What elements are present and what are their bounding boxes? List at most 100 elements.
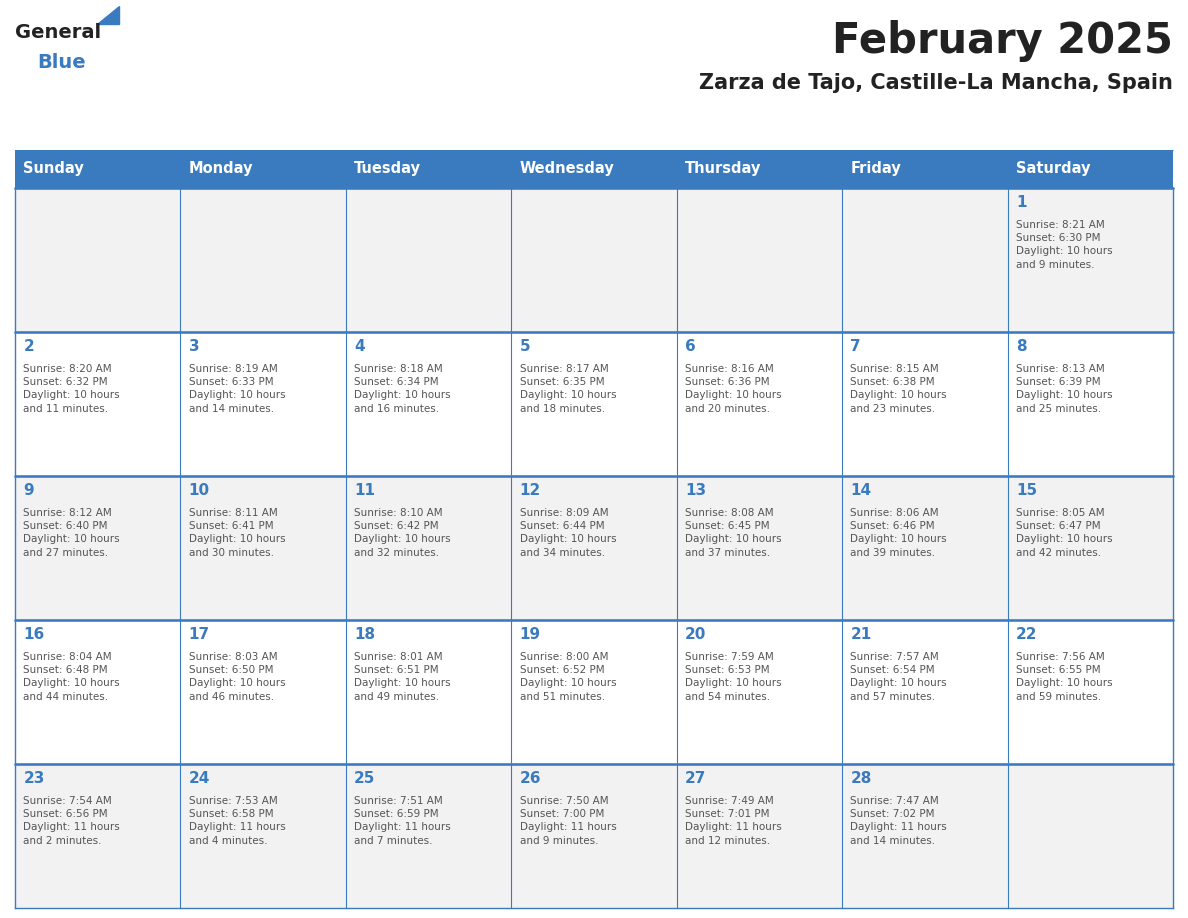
Text: Tuesday: Tuesday [354,162,421,176]
Text: Saturday: Saturday [1016,162,1091,176]
Bar [842,620,1007,764]
FancyBboxPatch shape [842,150,1007,188]
Text: 27: 27 [685,771,707,786]
FancyBboxPatch shape [511,150,677,188]
Text: 10: 10 [189,483,210,498]
Text: Zarza de Tajo, Castille-La Mancha, Spain: Zarza de Tajo, Castille-La Mancha, Spain [699,73,1173,93]
Text: 8: 8 [1016,339,1026,354]
Text: Sunrise: 7:47 AM
Sunset: 7:02 PM
Daylight: 11 hours
and 14 minutes.: Sunrise: 7:47 AM Sunset: 7:02 PM Dayligh… [851,796,947,845]
Bar [677,764,842,908]
Text: Sunrise: 7:53 AM
Sunset: 6:58 PM
Daylight: 11 hours
and 4 minutes.: Sunrise: 7:53 AM Sunset: 6:58 PM Dayligh… [189,796,285,845]
Bar [346,188,511,332]
Text: Sunrise: 7:57 AM
Sunset: 6:54 PM
Daylight: 10 hours
and 57 minutes.: Sunrise: 7:57 AM Sunset: 6:54 PM Dayligh… [851,652,947,701]
Bar [511,620,677,764]
Bar [15,620,181,764]
FancyBboxPatch shape [677,150,842,188]
Bar [842,764,1007,908]
Text: Sunrise: 8:12 AM
Sunset: 6:40 PM
Daylight: 10 hours
and 27 minutes.: Sunrise: 8:12 AM Sunset: 6:40 PM Dayligh… [24,508,120,557]
Bar [181,764,346,908]
Text: 11: 11 [354,483,375,498]
Text: Sunrise: 8:08 AM
Sunset: 6:45 PM
Daylight: 10 hours
and 37 minutes.: Sunrise: 8:08 AM Sunset: 6:45 PM Dayligh… [685,508,782,557]
Text: General: General [15,23,101,42]
Text: Sunrise: 7:54 AM
Sunset: 6:56 PM
Daylight: 11 hours
and 2 minutes.: Sunrise: 7:54 AM Sunset: 6:56 PM Dayligh… [24,796,120,845]
Text: Thursday: Thursday [685,162,762,176]
Bar [346,764,511,908]
Text: 3: 3 [189,339,200,354]
Bar [1007,476,1173,620]
Bar [1007,188,1173,332]
Bar [677,188,842,332]
Bar [15,764,181,908]
Text: Sunrise: 8:15 AM
Sunset: 6:38 PM
Daylight: 10 hours
and 23 minutes.: Sunrise: 8:15 AM Sunset: 6:38 PM Dayligh… [851,364,947,414]
Bar [842,476,1007,620]
Text: Friday: Friday [851,162,902,176]
FancyBboxPatch shape [15,150,181,188]
Bar [677,332,842,476]
Text: 1: 1 [1016,195,1026,210]
Text: 7: 7 [851,339,861,354]
Text: Sunrise: 8:01 AM
Sunset: 6:51 PM
Daylight: 10 hours
and 49 minutes.: Sunrise: 8:01 AM Sunset: 6:51 PM Dayligh… [354,652,450,701]
Text: February 2025: February 2025 [832,20,1173,62]
Text: 2: 2 [24,339,34,354]
Text: 22: 22 [1016,627,1037,642]
Text: Blue: Blue [37,53,86,72]
Polygon shape [97,6,119,24]
Bar [511,332,677,476]
Text: Sunrise: 7:49 AM
Sunset: 7:01 PM
Daylight: 11 hours
and 12 minutes.: Sunrise: 7:49 AM Sunset: 7:01 PM Dayligh… [685,796,782,845]
Text: Sunrise: 8:06 AM
Sunset: 6:46 PM
Daylight: 10 hours
and 39 minutes.: Sunrise: 8:06 AM Sunset: 6:46 PM Dayligh… [851,508,947,557]
Text: Sunrise: 8:03 AM
Sunset: 6:50 PM
Daylight: 10 hours
and 46 minutes.: Sunrise: 8:03 AM Sunset: 6:50 PM Dayligh… [189,652,285,701]
Text: Sunrise: 8:21 AM
Sunset: 6:30 PM
Daylight: 10 hours
and 9 minutes.: Sunrise: 8:21 AM Sunset: 6:30 PM Dayligh… [1016,220,1112,270]
FancyBboxPatch shape [1007,150,1173,188]
Text: Sunrise: 8:09 AM
Sunset: 6:44 PM
Daylight: 10 hours
and 34 minutes.: Sunrise: 8:09 AM Sunset: 6:44 PM Dayligh… [519,508,617,557]
Text: 9: 9 [24,483,34,498]
Bar [181,188,346,332]
Text: 18: 18 [354,627,375,642]
Text: Sunrise: 7:50 AM
Sunset: 7:00 PM
Daylight: 11 hours
and 9 minutes.: Sunrise: 7:50 AM Sunset: 7:00 PM Dayligh… [519,796,617,845]
Bar [842,188,1007,332]
Text: 25: 25 [354,771,375,786]
Text: 5: 5 [519,339,530,354]
Bar [15,476,181,620]
Bar [15,188,181,332]
Bar [1007,332,1173,476]
Text: Monday: Monday [189,162,253,176]
Text: Sunrise: 7:51 AM
Sunset: 6:59 PM
Daylight: 11 hours
and 7 minutes.: Sunrise: 7:51 AM Sunset: 6:59 PM Dayligh… [354,796,451,845]
Text: Sunrise: 8:19 AM
Sunset: 6:33 PM
Daylight: 10 hours
and 14 minutes.: Sunrise: 8:19 AM Sunset: 6:33 PM Dayligh… [189,364,285,414]
Bar [346,332,511,476]
FancyBboxPatch shape [346,150,511,188]
Text: Sunrise: 8:13 AM
Sunset: 6:39 PM
Daylight: 10 hours
and 25 minutes.: Sunrise: 8:13 AM Sunset: 6:39 PM Dayligh… [1016,364,1112,414]
Text: Sunrise: 7:59 AM
Sunset: 6:53 PM
Daylight: 10 hours
and 54 minutes.: Sunrise: 7:59 AM Sunset: 6:53 PM Dayligh… [685,652,782,701]
Bar [842,332,1007,476]
Bar [511,188,677,332]
Bar [181,620,346,764]
Bar [15,332,181,476]
Bar [511,764,677,908]
Text: 20: 20 [685,627,707,642]
Bar [677,620,842,764]
Text: 6: 6 [685,339,696,354]
Text: Sunrise: 8:16 AM
Sunset: 6:36 PM
Daylight: 10 hours
and 20 minutes.: Sunrise: 8:16 AM Sunset: 6:36 PM Dayligh… [685,364,782,414]
Text: Sunrise: 8:17 AM
Sunset: 6:35 PM
Daylight: 10 hours
and 18 minutes.: Sunrise: 8:17 AM Sunset: 6:35 PM Dayligh… [519,364,617,414]
Text: Sunrise: 8:18 AM
Sunset: 6:34 PM
Daylight: 10 hours
and 16 minutes.: Sunrise: 8:18 AM Sunset: 6:34 PM Dayligh… [354,364,450,414]
Text: Sunrise: 8:00 AM
Sunset: 6:52 PM
Daylight: 10 hours
and 51 minutes.: Sunrise: 8:00 AM Sunset: 6:52 PM Dayligh… [519,652,617,701]
Bar [346,476,511,620]
Bar [1007,620,1173,764]
Text: Sunrise: 8:10 AM
Sunset: 6:42 PM
Daylight: 10 hours
and 32 minutes.: Sunrise: 8:10 AM Sunset: 6:42 PM Dayligh… [354,508,450,557]
Text: Sunrise: 8:20 AM
Sunset: 6:32 PM
Daylight: 10 hours
and 11 minutes.: Sunrise: 8:20 AM Sunset: 6:32 PM Dayligh… [24,364,120,414]
Text: 15: 15 [1016,483,1037,498]
Text: Sunday: Sunday [24,162,84,176]
Text: Sunrise: 7:56 AM
Sunset: 6:55 PM
Daylight: 10 hours
and 59 minutes.: Sunrise: 7:56 AM Sunset: 6:55 PM Dayligh… [1016,652,1112,701]
Text: 12: 12 [519,483,541,498]
Text: 17: 17 [189,627,210,642]
Text: Sunrise: 8:11 AM
Sunset: 6:41 PM
Daylight: 10 hours
and 30 minutes.: Sunrise: 8:11 AM Sunset: 6:41 PM Dayligh… [189,508,285,557]
Text: 14: 14 [851,483,872,498]
Text: Sunrise: 8:05 AM
Sunset: 6:47 PM
Daylight: 10 hours
and 42 minutes.: Sunrise: 8:05 AM Sunset: 6:47 PM Dayligh… [1016,508,1112,557]
Text: 4: 4 [354,339,365,354]
Text: 26: 26 [519,771,541,786]
Text: 28: 28 [851,771,872,786]
Text: 24: 24 [189,771,210,786]
Text: 21: 21 [851,627,872,642]
Bar [181,332,346,476]
Bar [181,476,346,620]
Bar [511,476,677,620]
